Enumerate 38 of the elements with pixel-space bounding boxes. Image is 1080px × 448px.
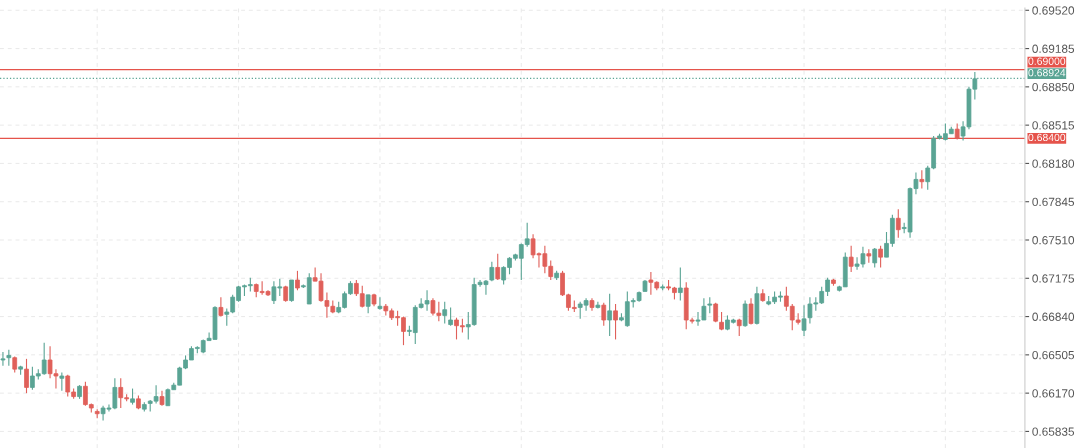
candlestick	[442, 301, 448, 324]
y-tick-label: 0.68850	[1032, 82, 1075, 92]
candlestick	[0, 351, 6, 367]
candlestick	[607, 293, 613, 337]
y-tick-label: 0.67175	[1032, 274, 1075, 283]
candlestick	[878, 245, 883, 268]
candlestick	[742, 300, 748, 328]
y-tick-label: 0.66170	[1032, 389, 1075, 398]
candlestick	[448, 306, 453, 327]
y-tick-label: 0.67510	[1032, 236, 1075, 245]
ref-line-label: 0.68400	[1028, 133, 1066, 142]
candlestick	[895, 208, 901, 239]
candlestick	[24, 358, 29, 394]
y-tick-label: 0.66840	[1032, 312, 1075, 321]
candlestick	[377, 296, 383, 311]
y-tick-label: 0.68180	[1032, 159, 1075, 168]
y-tick-label: 0.67845	[1032, 197, 1075, 207]
candlestick	[613, 303, 618, 340]
y-tick-label: 0.68515	[1032, 121, 1075, 130]
candlestick	[748, 297, 754, 326]
candlestick	[872, 247, 878, 268]
candlestick	[295, 270, 300, 291]
candlestick	[801, 304, 807, 337]
candlestick	[848, 245, 854, 273]
y-tick-label: 0.69520	[1032, 6, 1075, 15]
y-tick-label: 0.65835	[1032, 427, 1075, 436]
candlestick	[59, 372, 65, 392]
candlestick	[365, 294, 371, 314]
candlestick	[218, 296, 224, 318]
ref-line-label: 0.68924	[1028, 68, 1066, 77]
candlestick	[677, 266, 683, 302]
y-tick-label: 0.69185	[1032, 44, 1075, 53]
candlestick	[495, 253, 501, 281]
candlestick	[601, 302, 607, 327]
candlestick	[919, 169, 925, 190]
ref-line-label: 0.69000	[1028, 57, 1066, 65]
y-tick-label: 0.66505	[1032, 350, 1075, 360]
candlestick	[289, 279, 294, 303]
